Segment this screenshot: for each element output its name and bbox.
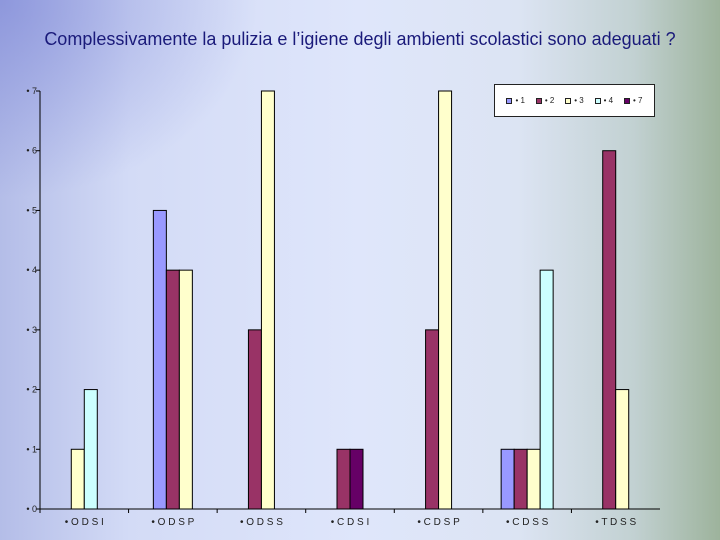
legend-item: 2 [535,96,554,105]
legend-label: 1 [515,96,524,105]
y-tick-label: • 2 [26,385,37,395]
bar-cdss-series-1 [500,448,515,510]
bar-odss-series-2 [247,329,262,510]
x-tick-label: • O D S P [151,517,194,528]
bar-odsp-series-3 [178,269,193,510]
x-tick-label: • C D S I [331,517,370,528]
bars [39,90,630,513]
legend-label: 2 [545,96,554,105]
legend-swatch [535,97,542,104]
legend-item: 3 [565,96,584,105]
y-tick-label: • 5 [26,205,37,215]
bar-odss-series-3 [260,90,275,510]
legend-item: 7 [624,96,643,105]
x-labels: • O D S I • O D S P • O D S S • C D S I • C … [65,517,637,528]
legend-swatch [594,97,601,104]
legend-label: 4 [604,96,613,105]
legend-swatch [624,97,631,104]
bar-odsp-series-1 [152,209,167,510]
x-tick-label: • C D S S [506,517,549,528]
x-tick-label: • T D S S [595,517,636,528]
y-tick-label: • 6 [26,146,37,156]
y-tick-label: • 3 [26,325,37,335]
y-tick-label: • 7 [26,86,37,96]
legend-item: 4 [594,96,613,105]
bar-cdsp-series-2 [425,329,440,510]
y-ticks: • 0 • 1 • 2 • 3 • 4 • 5 • 6 • 7 [26,86,40,514]
legend-swatch [565,97,572,104]
y-tick-label: • 0 [26,504,37,514]
y-tick-label: • 1 [26,444,37,454]
bar-tdss-series-2 [602,150,617,510]
legend-label: 3 [574,96,583,105]
x-tick-label: • O D S S [240,517,283,528]
legend-item: 1 [506,96,525,105]
x-tick-label: • C D S P [417,517,460,528]
bar-cdsi-series-2 [336,448,351,510]
legend-label: 7 [633,96,642,105]
bar-cdsp-series-3 [438,90,453,510]
bar-tdss-series-3 [615,389,630,510]
bar-odsp-series-2 [165,269,180,510]
bar-odsi-series-4 [83,389,98,510]
y-tick-label: • 4 [26,265,37,275]
bar-cdsi-series-7 [349,448,364,510]
legend: 1 2 3 4 7 [494,84,655,117]
bar-cdss-series-4 [539,269,554,510]
chart-title: Complessivamente la pulizia e l’igiene d… [44,29,676,49]
legend-swatch [506,97,513,104]
background-glow [0,0,260,200]
bar-odsi-series-3 [70,448,85,510]
x-tick-label: • O D S I [65,517,104,528]
bar-cdss-series-2 [513,448,528,510]
bar-cdss-series-3 [526,448,541,510]
